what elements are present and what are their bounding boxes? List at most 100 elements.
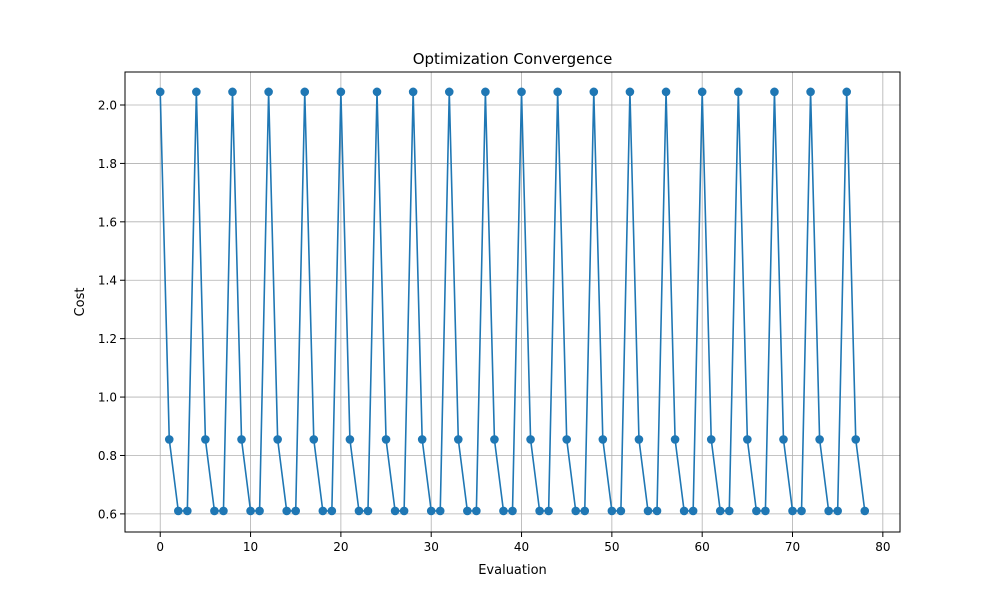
data-point <box>824 506 833 516</box>
data-point <box>634 435 644 444</box>
plot-frame <box>124 71 901 533</box>
data-point <box>526 435 535 444</box>
x-tick-label: 0 <box>156 540 164 554</box>
x-axis-label: Evaluation <box>478 563 547 578</box>
data-point <box>571 506 581 516</box>
data-point <box>363 506 373 516</box>
data-point <box>454 435 463 444</box>
x-tick-label: 80 <box>875 540 890 554</box>
data-point <box>652 506 662 516</box>
data-point <box>155 87 165 97</box>
data-point <box>390 506 400 516</box>
data-point <box>408 87 418 97</box>
y-axis-label: Cost <box>73 288 88 317</box>
data-point <box>164 435 174 444</box>
data-point <box>435 506 445 516</box>
x-tick-label: 30 <box>424 540 439 554</box>
data-point <box>300 87 310 97</box>
data-point <box>535 506 544 516</box>
data-point <box>291 506 301 516</box>
data-point <box>201 435 210 444</box>
data-point <box>544 506 553 516</box>
data-point <box>697 87 707 97</box>
series-layer <box>155 87 870 516</box>
data-point <box>372 87 382 97</box>
data-point <box>336 87 346 97</box>
data-point <box>770 87 779 97</box>
x-tick-label: 50 <box>604 540 619 554</box>
y-tick-label: 2.0 <box>98 99 117 113</box>
data-point <box>417 435 427 444</box>
data-point <box>309 435 319 444</box>
data-point <box>670 435 680 444</box>
data-point <box>481 87 490 97</box>
data-point <box>734 87 743 97</box>
data-point <box>318 506 328 516</box>
data-point <box>625 87 635 97</box>
data-point <box>282 506 291 516</box>
data-point <box>192 87 201 97</box>
data-point <box>679 506 689 516</box>
data-point <box>833 506 842 516</box>
y-axis: 0.6 0.8 1.0 1.2 1.4 1.6 1.8 2.0 <box>98 99 125 521</box>
data-point <box>399 506 409 516</box>
data-point <box>354 506 364 516</box>
data-point <box>643 506 653 516</box>
data-point <box>752 506 761 516</box>
data-point <box>228 87 237 97</box>
data-point <box>255 506 264 516</box>
data-point <box>499 506 508 516</box>
data-point <box>426 506 436 516</box>
data-point <box>183 506 192 516</box>
data-point <box>842 87 852 97</box>
x-tick-label: 40 <box>514 540 529 554</box>
data-point <box>688 506 698 516</box>
y-tick-label: 1.8 <box>98 157 117 171</box>
data-point <box>761 506 770 516</box>
data-point <box>815 435 824 444</box>
chart-title: Optimization Convergence <box>413 50 613 68</box>
x-tick-label: 60 <box>695 540 710 554</box>
data-point <box>444 87 454 97</box>
x-axis: 0 10 20 30 40 50 60 70 80 <box>156 532 890 554</box>
data-point <box>210 506 219 516</box>
y-tick-label: 1.6 <box>98 215 117 229</box>
data-point <box>517 87 526 97</box>
y-tick-label: 1.2 <box>98 332 117 346</box>
data-point <box>273 435 282 444</box>
data-point <box>472 506 481 516</box>
data-point <box>562 435 571 444</box>
data-point <box>490 435 499 444</box>
data-point <box>246 506 255 516</box>
y-tick-label: 0.6 <box>98 507 117 521</box>
data-point <box>797 506 806 516</box>
data-point <box>661 87 671 97</box>
x-tick-label: 20 <box>333 540 348 554</box>
data-point <box>724 506 734 516</box>
data-point <box>715 506 725 516</box>
y-tick-label: 1.4 <box>98 274 117 288</box>
data-point <box>806 87 815 97</box>
data-point <box>706 435 716 444</box>
data-point <box>616 506 626 516</box>
data-point <box>553 87 562 97</box>
y-tick-label: 0.8 <box>98 449 117 463</box>
data-point <box>219 506 228 516</box>
data-point <box>264 87 273 97</box>
data-point <box>173 506 183 516</box>
data-point <box>788 506 797 516</box>
data-point <box>381 435 391 444</box>
y-tick-label: 1.0 <box>98 391 117 405</box>
data-point <box>345 435 355 444</box>
data-point <box>508 506 517 516</box>
data-point <box>463 506 472 516</box>
data-point <box>598 435 608 444</box>
x-tick-label: 70 <box>785 540 800 554</box>
data-point <box>743 435 752 444</box>
data-point <box>607 506 617 516</box>
data-point <box>851 435 861 444</box>
data-point <box>580 506 590 516</box>
